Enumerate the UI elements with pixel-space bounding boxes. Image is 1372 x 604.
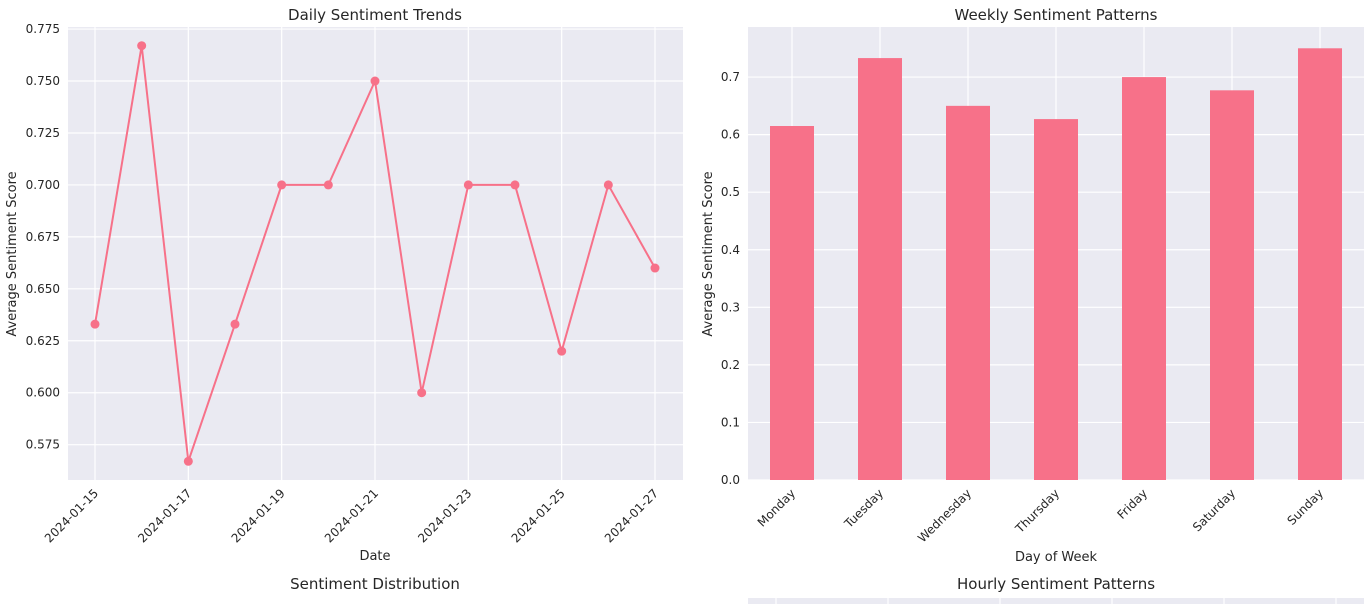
weekly-x-tick-label: Monday <box>755 486 798 529</box>
weekly-y-tick-label: 0.3 <box>721 300 740 314</box>
daily-x-tick-label: 2024-01-17 <box>135 486 194 545</box>
daily-y-ticks: 0.575 0.600 0.625 0.650 0.675 0.700 0.725 0.750… <box>26 22 60 452</box>
daily-grid <box>68 27 683 480</box>
weekly-bar <box>1034 119 1078 481</box>
daily-data-point <box>510 180 520 190</box>
daily-data-point <box>417 388 427 398</box>
daily-data-point <box>557 346 567 356</box>
daily-data-point <box>90 319 100 329</box>
weekly-bar <box>770 126 814 480</box>
hourly-chart-title: Hourly Sentiment Patterns <box>957 575 1155 593</box>
daily-series-points <box>90 41 660 466</box>
weekly-sentiment-chart: 0.0 0.1 0.2 0.3 0.4 0.5 0.6 0.7 Monday Tuesday We… <box>701 6 1364 565</box>
weekly-y-tick-label: 0.7 <box>721 70 740 84</box>
daily-y-tick-label: 0.650 <box>26 282 60 296</box>
daily-sentiment-chart: 0.575 0.600 0.625 0.650 0.675 0.700 0.725 0.750… <box>5 6 683 564</box>
weekly-y-axis-label: Average Sentiment Score <box>701 171 716 336</box>
daily-y-tick-label: 0.675 <box>26 230 60 244</box>
weekly-bar <box>1210 90 1254 480</box>
weekly-y-tick-label: 0.1 <box>721 415 740 429</box>
weekly-x-tick-label: Friday <box>1115 486 1151 522</box>
hourly-plot-area <box>748 598 1364 604</box>
weekly-x-tick-label: Wednesday <box>915 486 974 545</box>
daily-y-tick-label: 0.775 <box>26 22 60 36</box>
weekly-x-ticks: Monday Tuesday Wednesday Thursday Friday Satu… <box>755 486 1326 545</box>
daily-chart-title: Daily Sentiment Trends <box>288 6 462 24</box>
distribution-chart-title: Sentiment Distribution <box>290 575 460 593</box>
weekly-x-tick-label: Sunday <box>1284 486 1326 528</box>
daily-y-axis-label: Average Sentiment Score <box>5 171 20 336</box>
weekly-bar <box>858 58 902 481</box>
weekly-bar <box>1298 48 1342 480</box>
weekly-y-tick-label: 0.6 <box>721 128 740 142</box>
daily-data-point <box>463 180 473 190</box>
weekly-y-ticks: 0.0 0.1 0.2 0.3 0.4 0.5 0.6 0.7 <box>721 70 740 487</box>
daily-data-point <box>230 319 240 329</box>
daily-x-tick-label: 2024-01-21 <box>322 486 381 545</box>
daily-y-tick-label: 0.625 <box>26 334 60 348</box>
weekly-y-tick-label: 0.0 <box>721 473 740 487</box>
daily-x-tick-label: 2024-01-27 <box>602 486 661 545</box>
weekly-y-tick-label: 0.4 <box>721 243 740 257</box>
weekly-bar <box>946 105 990 480</box>
weekly-y-tick-label: 0.5 <box>721 185 740 199</box>
daily-data-point <box>650 263 660 273</box>
daily-data-point <box>370 76 380 86</box>
weekly-bar <box>1122 77 1166 480</box>
daily-y-tick-label: 0.700 <box>26 178 60 192</box>
daily-y-tick-label: 0.725 <box>26 126 60 140</box>
daily-data-point <box>137 41 147 51</box>
weekly-x-tick-label: Thursday <box>1012 486 1062 536</box>
daily-data-point <box>277 180 287 190</box>
daily-x-tick-label: 2024-01-23 <box>415 486 474 545</box>
hourly-plot-area-top <box>748 598 1364 604</box>
weekly-chart-title: Weekly Sentiment Patterns <box>955 6 1158 24</box>
daily-x-tick-label: 2024-01-19 <box>229 486 288 545</box>
daily-x-tick-label: 2024-01-15 <box>42 486 101 545</box>
daily-x-tick-label: 2024-01-25 <box>509 486 568 545</box>
daily-x-ticks: 2024-01-15 2024-01-17 2024-01-19 2024-01-21… <box>42 486 661 545</box>
daily-data-point <box>603 180 613 190</box>
daily-data-point <box>323 180 333 190</box>
weekly-x-tick-label: Tuesday <box>841 486 886 531</box>
daily-y-tick-label: 0.600 <box>26 386 60 400</box>
weekly-x-axis-label: Day of Week <box>1015 550 1098 565</box>
daily-y-tick-label: 0.750 <box>26 74 60 88</box>
weekly-bars <box>770 48 1342 481</box>
weekly-y-tick-label: 0.2 <box>721 358 740 372</box>
daily-y-tick-label: 0.575 <box>26 438 60 452</box>
weekly-x-tick-label: Saturday <box>1190 486 1238 534</box>
daily-data-point <box>183 456 193 466</box>
daily-x-axis-label: Date <box>359 549 390 564</box>
